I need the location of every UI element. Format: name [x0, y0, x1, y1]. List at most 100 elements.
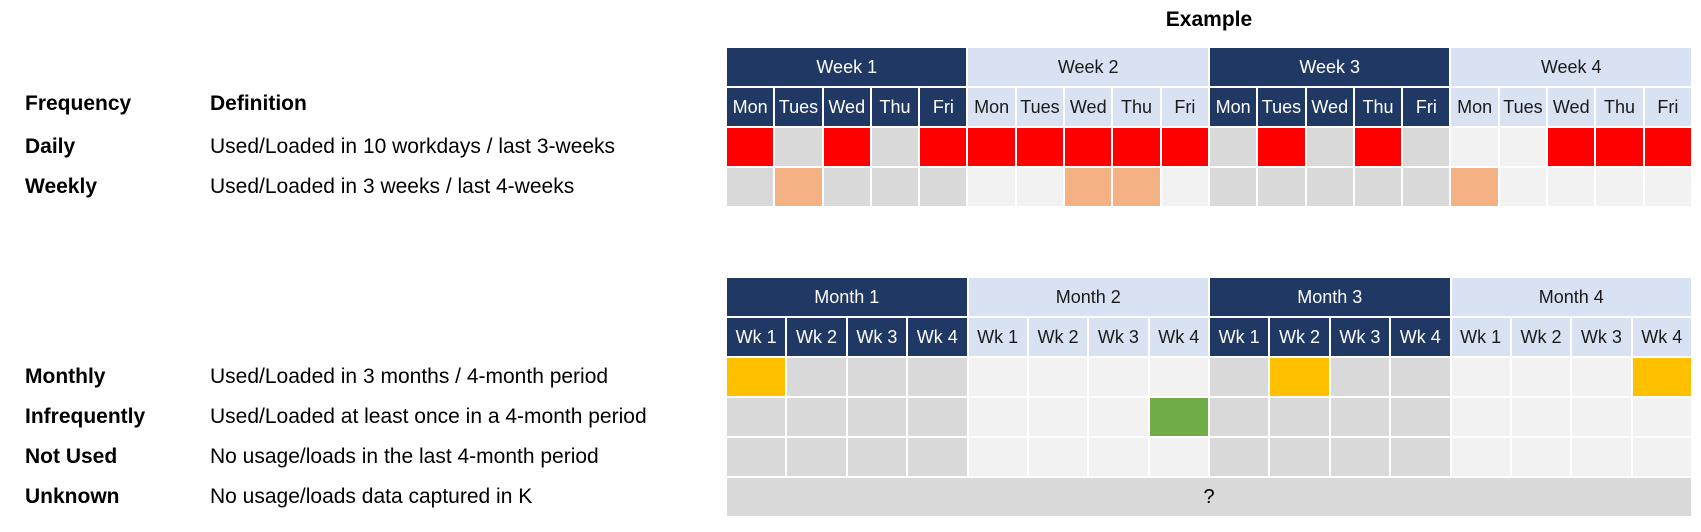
day-header-cell: Mon [727, 88, 774, 126]
infrequently-cell [1149, 398, 1208, 436]
weekly-cell [1499, 168, 1547, 206]
wk-header-cell: Wk 3 [1330, 318, 1390, 356]
daily-cell [775, 128, 822, 166]
weekly-cell [1451, 168, 1498, 206]
day-header-cell: Thu [1596, 88, 1643, 126]
daily-cell [727, 128, 774, 166]
day-header-cell: Mon [1451, 88, 1498, 126]
wk-header-cell: Wk 1 [1451, 318, 1510, 356]
day-header-cell: Mon [968, 88, 1015, 126]
frequency-label-unknown: Unknown [25, 485, 120, 508]
day-header-cell: Mon [1209, 88, 1257, 126]
weekly-cell [920, 168, 967, 206]
not-used-cell [1632, 438, 1691, 476]
daily-cell [1258, 128, 1305, 166]
not-used-cell [1028, 438, 1088, 476]
daily-cell [871, 128, 919, 166]
monthly-cell [1210, 358, 1269, 396]
weekly-cell [968, 168, 1015, 206]
monthly-cell [727, 358, 786, 396]
wk-header-cell: Wk 2 [787, 318, 846, 356]
day-header-cell: Fri [920, 88, 967, 126]
day-header-cell: Wed [1065, 88, 1112, 126]
wk-header-cell: Wk 3 [1572, 318, 1631, 356]
day-header-cell: Fri [1644, 88, 1691, 126]
definition-monthly: Used/Loaded in 3 months / 4-month period [210, 365, 609, 388]
not-used-cell [968, 438, 1027, 476]
month-example-table: Month 1 Month 2 Month 3 Month 4 Wk 1 Wk 2 Wk 3… [727, 278, 1691, 516]
week-group-header: Week 3 [1209, 48, 1450, 86]
not-used-cell [1089, 438, 1148, 476]
wk-header-cell: Wk 4 [1632, 318, 1691, 356]
definition-daily: Used/Loaded in 10 workdays / last 3-week… [210, 135, 616, 158]
infrequently-cell [847, 398, 907, 436]
definition-unknown: No usage/loads data captured in K [210, 485, 533, 508]
day-header-cell: Wed [1306, 88, 1353, 126]
monthly-cell [1270, 358, 1329, 396]
weekly-cell [1113, 168, 1160, 206]
day-header-cell: Tues [1499, 88, 1547, 126]
day-header-cell: Thu [1354, 88, 1402, 126]
daily-cell [1113, 128, 1160, 166]
weekly-cell [1065, 168, 1112, 206]
weekly-cell [871, 168, 919, 206]
wk-header-cell: Wk 1 [1210, 318, 1269, 356]
weekly-cell [1016, 168, 1064, 206]
day-header-cell: Tues [775, 88, 822, 126]
weekly-cell [1644, 168, 1691, 206]
daily-cell [1306, 128, 1353, 166]
not-used-cell [1149, 438, 1208, 476]
weekly-cell [1258, 168, 1305, 206]
definition-weekly: Used/Loaded in 3 weeks / last 4-weeks [210, 175, 575, 198]
day-header-cell: Tues [1258, 88, 1305, 126]
wk-header-cell: Wk 2 [1511, 318, 1571, 356]
frequency-column-header: Frequency [25, 92, 132, 115]
not-used-cell [1511, 438, 1571, 476]
daily-cell [1644, 128, 1691, 166]
wk-header-cell: Wk 2 [1270, 318, 1329, 356]
day-header-cell: Fri [1161, 88, 1208, 126]
day-header-cell: Thu [1113, 88, 1160, 126]
daily-cell [1548, 128, 1595, 166]
not-used-cell [1330, 438, 1390, 476]
month-group-header: Month 1 [727, 278, 967, 316]
weekly-cell [1306, 168, 1353, 206]
daily-cell [1161, 128, 1208, 166]
month-group-header: Month 4 [1451, 278, 1691, 316]
monthly-cell [1391, 358, 1450, 396]
day-header-cell: Wed [823, 88, 870, 126]
day-header-cell: Thu [871, 88, 919, 126]
monthly-cell [1511, 358, 1571, 396]
weekly-cell [1596, 168, 1643, 206]
not-used-cell [1391, 438, 1450, 476]
definition-column-header: Definition [210, 92, 307, 115]
week-group-header: Week 2 [968, 48, 1208, 86]
week-group-header: Week 1 [727, 48, 967, 86]
monthly-cell [787, 358, 846, 396]
weekly-cell [823, 168, 870, 206]
not-used-cell [787, 438, 846, 476]
frequency-label-not-used: Not Used [25, 445, 118, 468]
not-used-cell [1451, 438, 1510, 476]
daily-cell [1065, 128, 1112, 166]
daily-cell [920, 128, 967, 166]
monthly-cell [1330, 358, 1390, 396]
infrequently-cell [1451, 398, 1510, 436]
unknown-merged-cell: ? [727, 478, 1691, 516]
frequency-label-infrequently: Infrequently [25, 405, 146, 428]
infrequently-cell [727, 398, 786, 436]
daily-cell [1451, 128, 1498, 166]
wk-header-cell: Wk 1 [727, 318, 786, 356]
daily-cell [1016, 128, 1064, 166]
monthly-cell [908, 358, 967, 396]
daily-cell [1209, 128, 1257, 166]
definition-infrequently: Used/Loaded at least once in a 4-month p… [210, 405, 647, 428]
weekly-cell [1548, 168, 1595, 206]
infrequently-cell [1391, 398, 1450, 436]
daily-cell [1499, 128, 1547, 166]
infrequently-cell [787, 398, 846, 436]
wk-header-cell: Wk 4 [1391, 318, 1450, 356]
monthly-cell [1632, 358, 1691, 396]
monthly-cell [1451, 358, 1510, 396]
